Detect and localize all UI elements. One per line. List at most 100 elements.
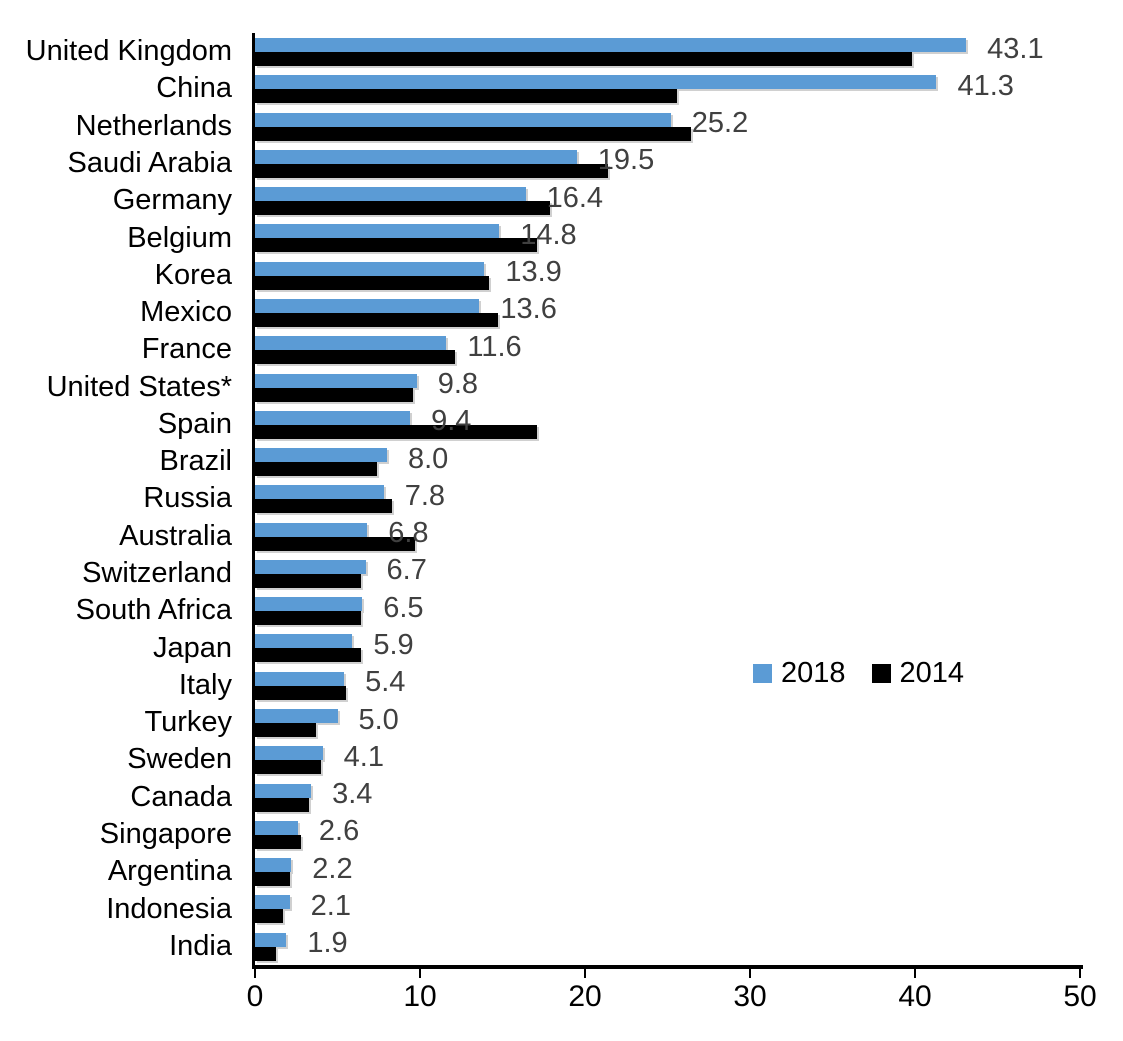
- bar-2014-argentina: [255, 872, 290, 887]
- x-tick-mark-30: [749, 969, 751, 978]
- value-label-saudi-arabia: 19.5: [597, 144, 655, 177]
- bar-2018-korea: [255, 261, 485, 276]
- category-label-sweden: Sweden: [127, 743, 232, 776]
- x-tick-label-50: 50: [1063, 980, 1097, 1013]
- bar-2014-india: [255, 946, 277, 961]
- bar-2018-south-africa: [255, 597, 363, 612]
- value-label-mexico: 13.6: [500, 293, 557, 326]
- x-tick-label-40: 40: [898, 980, 932, 1013]
- x-tick-label-0: 0: [246, 980, 264, 1013]
- bar-2018-germany: [255, 187, 526, 202]
- category-label-australia: Australia: [119, 519, 232, 552]
- x-tick-label-10: 10: [403, 980, 437, 1013]
- bar-2018-sweden: [255, 746, 323, 761]
- bar-2014-germany: [255, 201, 551, 216]
- legend-label-2018: 2018: [781, 656, 846, 689]
- bar-2018-belgium: [255, 224, 500, 239]
- category-label-south-africa: South Africa: [75, 594, 232, 627]
- value-label-sweden: 4.1: [343, 740, 384, 773]
- bar-2018-russia: [255, 485, 384, 500]
- category-label-france: France: [141, 333, 232, 366]
- value-label-russia: 7.8: [404, 479, 446, 512]
- category-label-saudi-arabia: Saudi Arabia: [67, 146, 232, 179]
- category-label-united-states: United States*: [46, 370, 232, 403]
- value-label-japan: 5.9: [373, 628, 414, 661]
- bar-2018-netherlands: [255, 112, 671, 127]
- x-axis-line: [252, 965, 1083, 969]
- bar-2014-united-kingdom: [255, 52, 912, 66]
- category-label-korea: Korea: [154, 258, 232, 291]
- category-label-japan: Japan: [152, 631, 232, 664]
- bar-2018-spain: [255, 410, 411, 425]
- value-label-china: 41.3: [957, 69, 1014, 102]
- bar-2018-singapore: [255, 820, 298, 835]
- x-tick-mark-40: [914, 969, 916, 978]
- value-label-brazil: 8.0: [408, 442, 449, 475]
- bar-2014-korea: [255, 275, 490, 290]
- category-label-india: India: [169, 929, 232, 962]
- value-label-spain: 9.4: [431, 405, 472, 438]
- value-label-netherlands: 25.2: [691, 107, 749, 140]
- bar-2014-singapore: [255, 834, 302, 849]
- value-label-singapore: 2.6: [318, 815, 360, 848]
- bar-2014-indonesia: [255, 909, 284, 924]
- bar-2014-spain: [255, 424, 538, 439]
- bar-2014-turkey: [255, 723, 317, 738]
- category-label-brazil: Brazil: [159, 445, 232, 478]
- category-label-switzerland: Switzerland: [82, 557, 232, 590]
- category-label-italy: Italy: [178, 668, 232, 701]
- bar-2018-turkey: [255, 709, 338, 724]
- legend: 2018 2014: [753, 654, 964, 692]
- bar-2014-south-africa: [255, 611, 361, 626]
- category-label-canada: Canada: [130, 780, 232, 813]
- value-label-germany: 16.4: [546, 181, 604, 214]
- category-label-spain: Spain: [157, 407, 232, 440]
- bar-2018-canada: [255, 783, 312, 798]
- bar-2018-japan: [255, 634, 353, 649]
- value-label-indonesia: 2.1: [310, 889, 351, 922]
- legend-swatch-2018-icon: [753, 663, 772, 683]
- value-label-france: 11.6: [467, 330, 522, 363]
- x-tick-mark-50: [1079, 969, 1081, 978]
- bar-2014-brazil: [255, 462, 378, 477]
- value-label-argentina: 2.2: [312, 852, 353, 885]
- bar-2014-mexico: [255, 312, 498, 327]
- x-tick-mark-0: [254, 969, 256, 978]
- category-label-turkey: Turkey: [144, 706, 232, 739]
- bar-2018-argentina: [255, 858, 292, 873]
- x-tick-mark-10: [419, 969, 421, 978]
- value-label-india: 1.9: [307, 927, 348, 960]
- category-label-netherlands: Netherlands: [75, 109, 232, 142]
- value-label-south-africa: 6.5: [383, 591, 424, 624]
- bar-2014-australia: [255, 536, 416, 551]
- bar-2018-switzerland: [255, 559, 366, 574]
- category-label-united-kingdom: United Kingdom: [25, 35, 232, 68]
- category-label-germany: Germany: [112, 184, 232, 217]
- bar-2014-switzerland: [255, 573, 361, 588]
- bar-2018-brazil: [255, 448, 387, 463]
- bar-2018-india: [255, 932, 287, 947]
- legend-swatch-2014-icon: [871, 663, 891, 683]
- category-label-belgium: Belgium: [127, 221, 232, 254]
- bar-2018-france: [255, 336, 447, 351]
- category-label-mexico: Mexico: [140, 296, 232, 329]
- bar-2014-france: [255, 350, 455, 365]
- bar-2014-china: [255, 89, 678, 104]
- bar-2018-saudi-arabia: [255, 149, 577, 164]
- category-label-china: China: [156, 72, 232, 105]
- bar-2014-japan: [255, 648, 361, 663]
- value-label-united-kingdom: 43.1: [987, 32, 1044, 65]
- value-label-italy: 5.4: [365, 666, 406, 699]
- bar-2018-indonesia: [255, 895, 290, 910]
- value-label-turkey: 5.0: [358, 703, 399, 736]
- x-tick-label-30: 30: [733, 980, 767, 1013]
- bar-2018-china: [255, 75, 937, 90]
- value-label-united-states: 9.8: [437, 368, 479, 401]
- bar-2014-sweden: [255, 760, 321, 775]
- value-label-belgium: 14.8: [520, 218, 577, 251]
- legend-label-2014: 2014: [899, 656, 965, 689]
- category-label-russia: Russia: [143, 482, 232, 515]
- category-label-indonesia: Indonesia: [106, 892, 232, 925]
- bar-2018-mexico: [255, 298, 480, 313]
